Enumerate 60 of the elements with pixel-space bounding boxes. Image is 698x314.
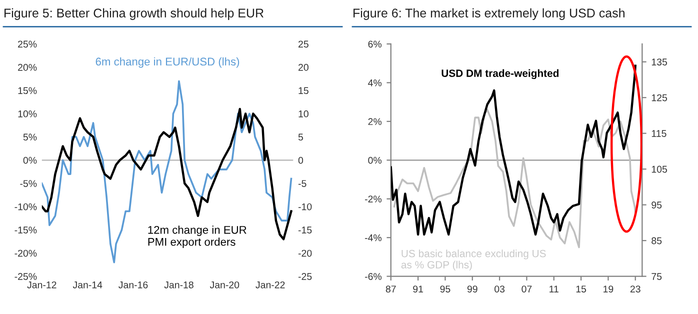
y2-tick-label: -10: [298, 203, 312, 210]
x-tick-label: 19: [604, 286, 614, 292]
y2-tick-label: 85: [652, 237, 662, 244]
y2-tick-label: -25: [298, 273, 312, 280]
y-tick-label: 20%: [18, 64, 37, 71]
series-label: 6m change in EUR/USD (lhs): [96, 57, 240, 68]
y2-tick-label: 25: [298, 40, 308, 48]
y2-tick-label: 105: [652, 166, 667, 173]
y-tick-label: -5%: [20, 180, 37, 187]
y2-tick-label: -20: [298, 250, 312, 257]
y-tick-label: 5%: [23, 134, 37, 141]
y-tick-label: 25%: [18, 40, 37, 48]
y2-tick-label: 20: [298, 64, 308, 71]
x-tick-label: 99: [467, 286, 478, 292]
x-tick-label: 91: [413, 286, 423, 292]
x-tick-label: Jan-12: [27, 281, 56, 288]
x-tick-label: 11: [550, 286, 558, 292]
y2-tick-label: 15: [298, 87, 308, 94]
y2-tick-label: 10: [298, 110, 308, 118]
y-tick-label: -6%: [364, 273, 382, 280]
x-tick-label: 23: [630, 286, 640, 292]
series-label: 12m change in EUR PMI export orders: [148, 226, 246, 248]
chart-title: Figure 5: Better China growth should help EUR: [4, 8, 264, 20]
y-tick-label: 4%: [368, 79, 382, 86]
y2-tick-label: 0: [298, 156, 304, 164]
x-tick-label: 15: [576, 286, 586, 292]
x-tick-label: 03: [494, 286, 505, 292]
x-tick-label: 95: [440, 286, 450, 292]
y2-tick-label: 135: [652, 58, 667, 66]
chart-title: Figure 6: The market is extremely long USD cash: [354, 8, 624, 20]
line-series: [393, 108, 636, 248]
line-series: [390, 64, 636, 236]
x-tick-label: Jan-14: [72, 282, 102, 288]
series-label: USD DM trade-weighted: [442, 69, 559, 80]
y-tick-label: -4%: [364, 234, 382, 242]
y-tick-label: -2%: [364, 196, 382, 202]
y-tick-label: -25%: [14, 273, 37, 280]
y2-tick-label: -5: [298, 180, 306, 187]
y2-tick-label: 75: [652, 273, 662, 280]
x-tick-label: 87: [386, 286, 396, 292]
x-tick-label: Jan-16: [118, 281, 148, 288]
y-tick-label: 2%: [368, 118, 382, 125]
y2-tick-label: -15: [298, 226, 312, 234]
y2-tick-label: 125: [652, 94, 667, 102]
y2-tick-label: 5: [298, 134, 304, 141]
line-series: [42, 80, 292, 264]
y-tick-label: -10%: [14, 203, 37, 210]
y-tick-label: 6%: [368, 40, 382, 48]
x-tick-label: Jan-20: [210, 281, 240, 288]
x-tick-label: 07: [522, 286, 532, 292]
x-tick-label: Jan-22: [256, 281, 285, 288]
y-tick-label: 0%: [23, 156, 37, 164]
y-tick-label: -20%: [14, 250, 37, 257]
y-tick-label: 0%: [368, 156, 382, 164]
y-tick-label: 15%: [18, 87, 37, 94]
y2-tick-label: 115: [652, 130, 666, 137]
y-tick-label: -15%: [14, 226, 37, 234]
x-tick-label: Jan-18: [164, 281, 194, 288]
y-tick-label: 10%: [18, 110, 37, 118]
y2-tick-label: 95: [652, 202, 662, 208]
